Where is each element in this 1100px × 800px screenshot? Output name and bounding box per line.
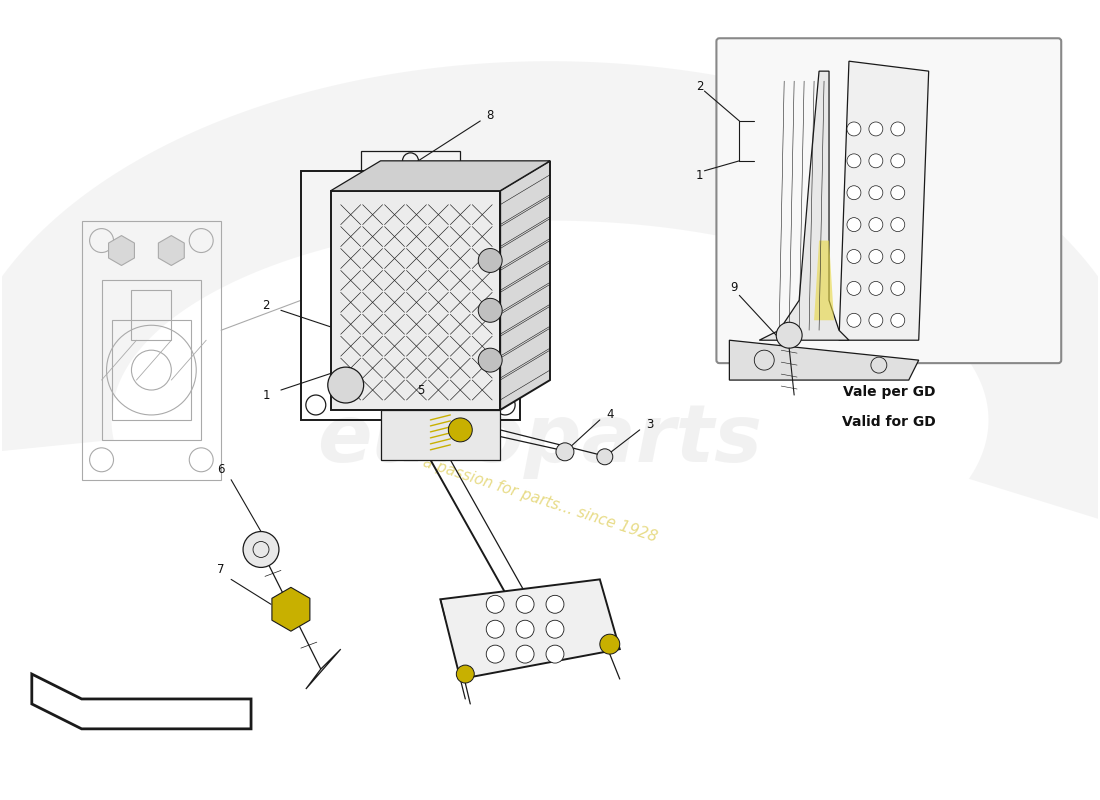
Polygon shape <box>331 190 500 410</box>
Circle shape <box>869 122 883 136</box>
Circle shape <box>456 665 474 683</box>
Circle shape <box>847 218 861 231</box>
Text: 7: 7 <box>218 563 224 576</box>
Text: a passion for parts... since 1928: a passion for parts... since 1928 <box>421 454 659 545</box>
Circle shape <box>486 645 504 663</box>
Circle shape <box>891 218 905 231</box>
Circle shape <box>546 595 564 614</box>
Polygon shape <box>272 587 310 631</box>
Circle shape <box>516 595 535 614</box>
Circle shape <box>891 186 905 200</box>
Polygon shape <box>839 61 928 340</box>
Circle shape <box>891 154 905 168</box>
Polygon shape <box>814 241 834 320</box>
Circle shape <box>869 218 883 231</box>
Circle shape <box>847 154 861 168</box>
Circle shape <box>328 367 364 403</box>
Polygon shape <box>0 61 1100 526</box>
Polygon shape <box>759 71 849 340</box>
Text: Valid for GD: Valid for GD <box>842 415 936 429</box>
Circle shape <box>891 122 905 136</box>
Circle shape <box>449 418 472 442</box>
FancyBboxPatch shape <box>716 38 1062 363</box>
Circle shape <box>847 282 861 295</box>
Circle shape <box>847 250 861 263</box>
Circle shape <box>546 645 564 663</box>
Text: europarts: europarts <box>318 401 762 479</box>
Text: Vale per GD: Vale per GD <box>843 385 935 399</box>
Circle shape <box>478 298 503 322</box>
Circle shape <box>869 282 883 295</box>
Circle shape <box>516 645 535 663</box>
Circle shape <box>869 186 883 200</box>
Circle shape <box>478 348 503 372</box>
Circle shape <box>486 595 504 614</box>
Circle shape <box>869 314 883 327</box>
Circle shape <box>891 250 905 263</box>
Circle shape <box>486 620 504 638</box>
Polygon shape <box>729 340 918 380</box>
Circle shape <box>847 314 861 327</box>
Polygon shape <box>306 649 341 689</box>
Text: 1: 1 <box>262 389 270 402</box>
Circle shape <box>243 531 279 567</box>
Circle shape <box>556 443 574 461</box>
Circle shape <box>597 449 613 465</box>
Circle shape <box>777 322 802 348</box>
Polygon shape <box>32 674 251 729</box>
Text: 2: 2 <box>695 79 703 93</box>
Circle shape <box>869 154 883 168</box>
Polygon shape <box>440 579 619 679</box>
Text: 4: 4 <box>606 409 614 422</box>
Circle shape <box>546 620 564 638</box>
Polygon shape <box>109 235 134 266</box>
Text: 1: 1 <box>695 170 703 182</box>
Polygon shape <box>331 161 550 190</box>
Circle shape <box>891 314 905 327</box>
Polygon shape <box>158 235 185 266</box>
Circle shape <box>600 634 619 654</box>
Circle shape <box>847 122 861 136</box>
Circle shape <box>891 282 905 295</box>
Text: 8: 8 <box>486 110 494 122</box>
Circle shape <box>847 186 861 200</box>
Text: 2: 2 <box>262 299 270 312</box>
Text: 6: 6 <box>218 463 224 476</box>
Circle shape <box>478 249 503 273</box>
Polygon shape <box>381 410 500 460</box>
Text: 3: 3 <box>646 418 653 431</box>
Circle shape <box>869 250 883 263</box>
Circle shape <box>516 620 535 638</box>
Text: 9: 9 <box>730 281 738 294</box>
Polygon shape <box>500 161 550 410</box>
Text: 5: 5 <box>417 383 425 397</box>
